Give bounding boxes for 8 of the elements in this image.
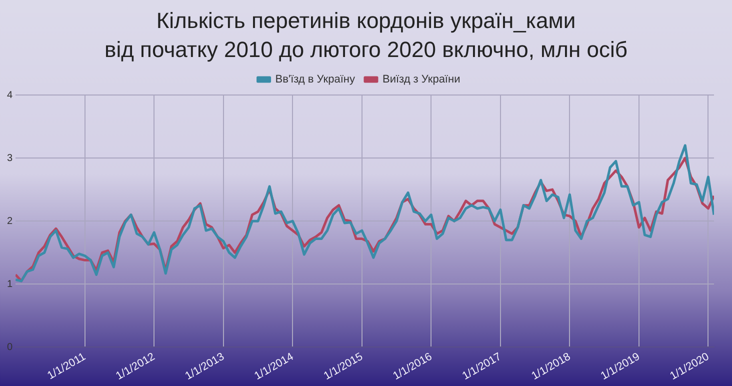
y-tick-label: 2 (7, 216, 13, 227)
y-tick-label: 0 (7, 342, 13, 353)
legend-label: Виїзд з України (382, 74, 460, 86)
legend-label: Вв'їзд в Україну (275, 74, 356, 86)
y-tick-label: 3 (7, 152, 13, 164)
y-tick-label: 4 (7, 90, 13, 101)
chart-title: Кількість перетинів кордонів україн_ками від початку 2010 до лютого 2020 включно, млн осіб (104, 7, 628, 64)
y-tick-label: 1 (7, 278, 13, 290)
